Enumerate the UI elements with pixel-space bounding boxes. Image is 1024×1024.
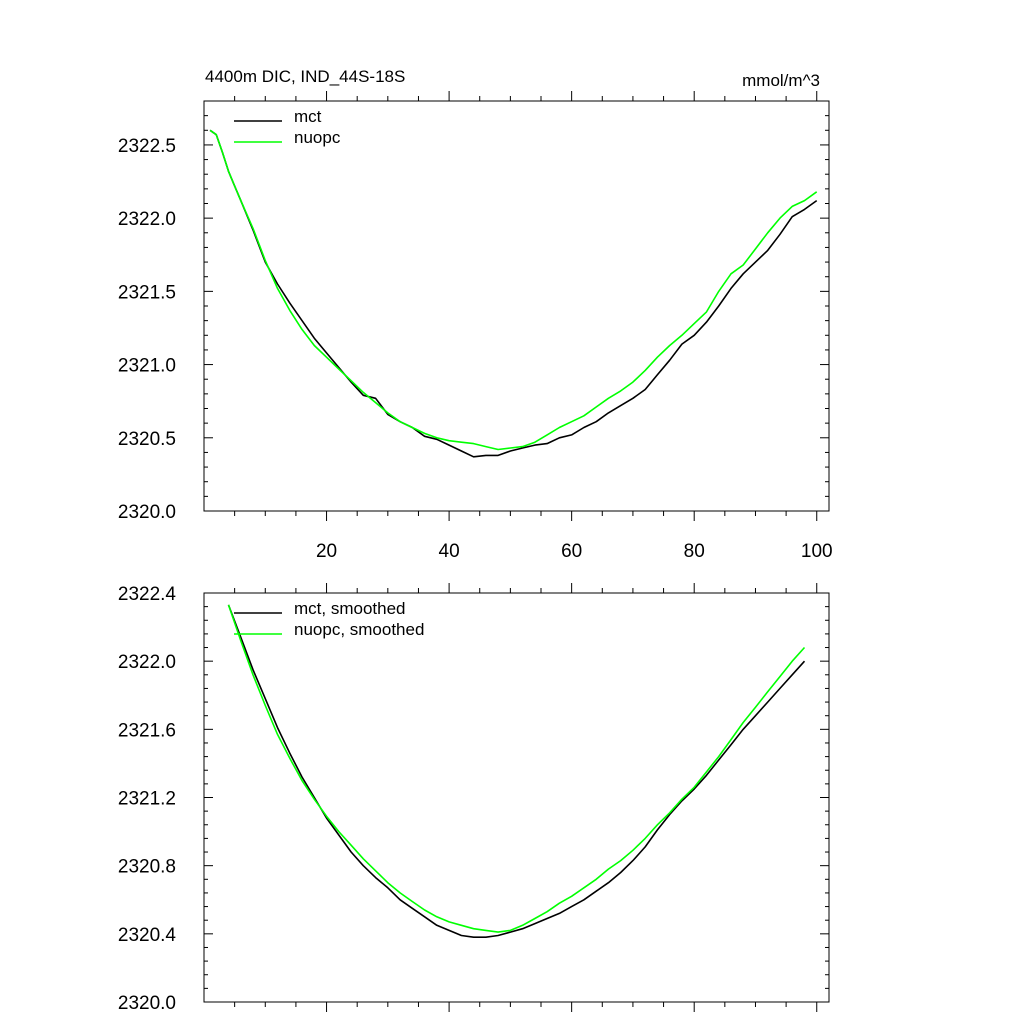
legend-label: mct, smoothed — [294, 599, 406, 618]
y-tick-label: 2320.4 — [118, 925, 177, 946]
series-line-mct — [209, 129, 818, 458]
y-tick-label: 2320.5 — [118, 429, 176, 450]
chart-title: 4400m DIC, IND_44S-18S — [205, 67, 405, 86]
y-tick-label: 2320.0 — [118, 502, 176, 523]
y-tick-label: 2321.2 — [118, 789, 176, 810]
y-tick-label: 2322.5 — [118, 136, 176, 157]
y-tick-label: 2322.4 — [118, 584, 177, 605]
legend-label: mct — [294, 107, 322, 126]
y-tick-label: 2320.0 — [118, 993, 176, 1014]
legend-label: nuopc — [294, 128, 341, 147]
top-panel: 4400m DIC, IND_44S-18S mmol/m^3 2320.0 23… — [118, 67, 833, 562]
y-tick-label: 2321.0 — [118, 356, 176, 377]
x-tick-label: 80 — [684, 541, 705, 562]
y-tick-label: 2322.0 — [118, 209, 176, 230]
bottom-panel: 2320.0 2320.4 2320.8 2321.2 2321.6 2322.0 2322… — [118, 583, 830, 1014]
x-tick-label: 100 — [801, 541, 833, 562]
series-line-nuopc-smoothed — [227, 604, 806, 933]
chart-units: mmol/m^3 — [742, 71, 820, 90]
x-tick-label: 20 — [316, 541, 337, 562]
y-tick-label: 2321.5 — [118, 282, 176, 303]
y-tick-label: 2322.0 — [118, 652, 176, 673]
x-tick-label: 40 — [439, 541, 460, 562]
x-tick-label: 60 — [561, 541, 582, 562]
legend-label: nuopc, smoothed — [294, 620, 424, 639]
y-tick-label: 2320.8 — [118, 857, 176, 878]
y-tick-label: 2321.6 — [118, 720, 176, 741]
series-line-nuopc — [209, 129, 818, 451]
